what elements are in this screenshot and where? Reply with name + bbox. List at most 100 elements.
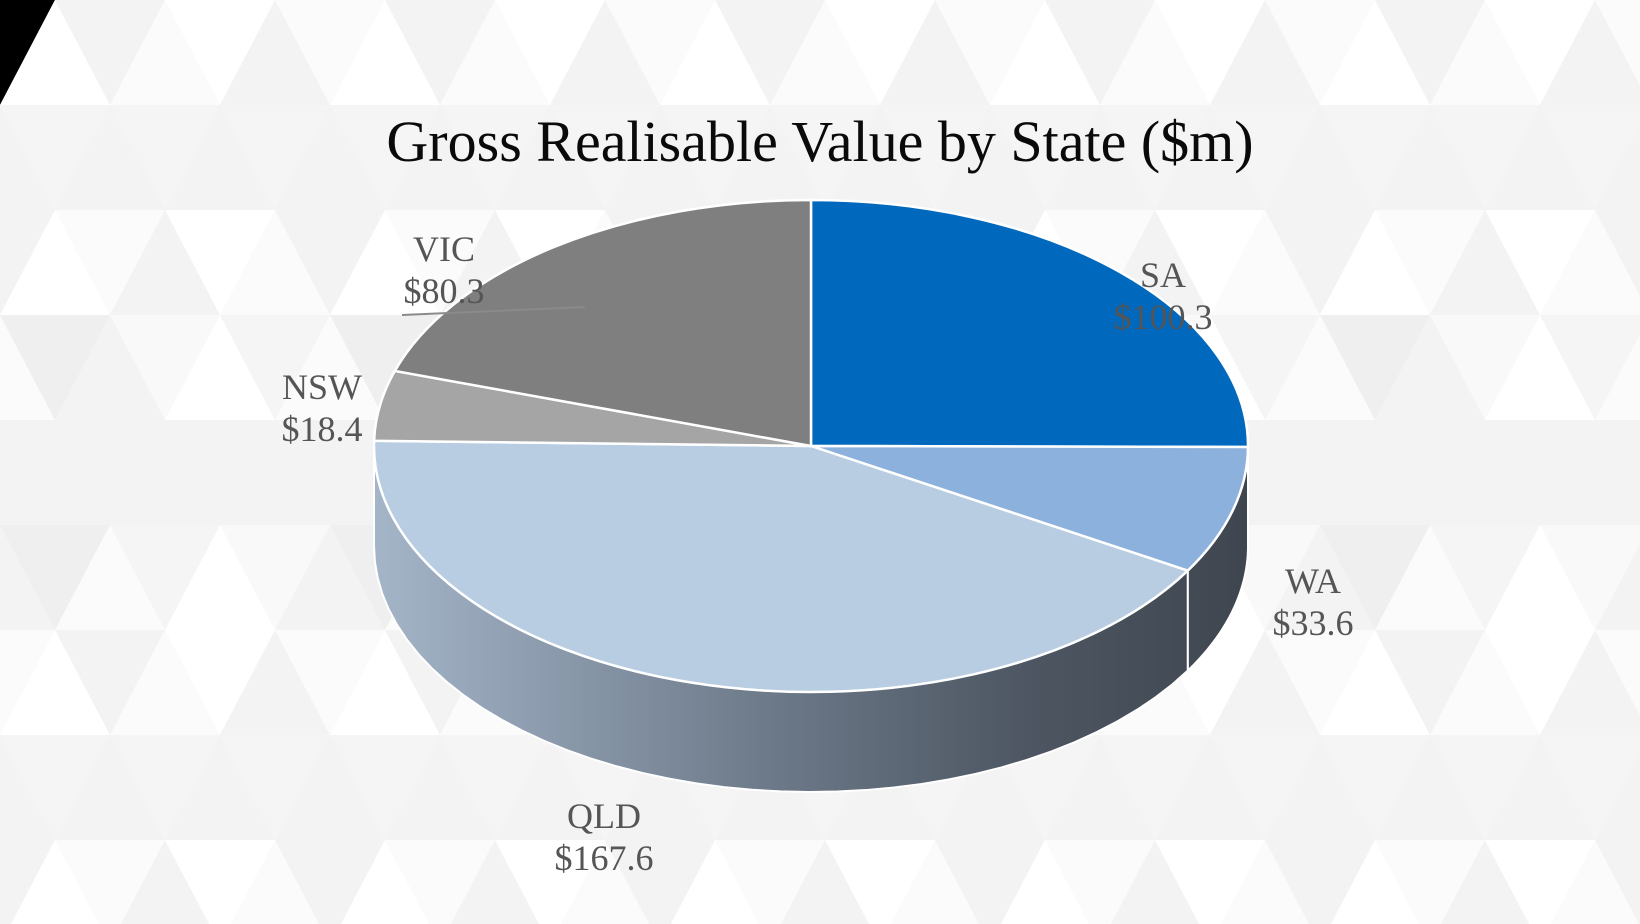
background-triangle — [165, 630, 275, 735]
background-triangle — [781, 840, 869, 924]
background-triangle — [275, 420, 385, 525]
background-triangle — [605, 105, 715, 210]
background-triangle — [1441, 840, 1529, 924]
background-triangle — [440, 0, 550, 105]
background-triangle — [1265, 210, 1375, 315]
slice-label-qld-name: QLD — [567, 796, 641, 836]
background-triangle — [1595, 630, 1640, 716]
background-triangle — [385, 105, 495, 210]
background-triangle — [1265, 420, 1375, 525]
background-triangle — [935, 840, 1045, 924]
background-triangle — [770, 105, 880, 210]
background-triangle — [825, 105, 935, 210]
slice-label-nsw-name: NSW — [282, 367, 362, 407]
background-triangle — [275, 315, 385, 420]
background-triangle — [275, 0, 385, 105]
background-triangle — [110, 315, 220, 420]
background-triangle — [165, 525, 275, 630]
background-triangle — [1045, 105, 1155, 210]
background-triangle — [0, 630, 110, 735]
background-triangle — [1540, 0, 1640, 105]
pie-slice-wa — [809, 444, 1250, 572]
background-triangle — [1265, 735, 1375, 840]
slice-label-wa: WA $33.6 — [1273, 560, 1354, 644]
slice-label-qld-value: $167.6 — [554, 838, 654, 878]
background-triangle — [1001, 840, 1089, 924]
background-triangle — [1265, 0, 1375, 105]
background-triangle — [935, 105, 1045, 210]
background-triangle — [1265, 105, 1375, 210]
background-triangle — [1540, 210, 1640, 315]
background-triangle — [561, 840, 649, 924]
background-triangle — [385, 210, 495, 315]
slice-label-nsw: NSW $18.4 — [282, 366, 363, 450]
background-triangle — [1210, 735, 1320, 840]
vic-leader-line — [401, 306, 586, 316]
background-triangle — [275, 525, 385, 630]
background-triangle — [1595, 334, 1640, 420]
background-triangle — [990, 105, 1100, 210]
background-triangle — [1210, 630, 1320, 735]
background-triangle — [1595, 754, 1640, 840]
background-triangle — [55, 105, 165, 210]
slice-label-vic: VIC $80.3 — [404, 228, 485, 312]
background-triangle — [385, 0, 495, 105]
background-triangle — [1430, 735, 1540, 840]
background-triangle — [1155, 840, 1265, 924]
background-triangle — [220, 105, 330, 210]
slice-label-sa-name: SA — [1139, 255, 1187, 295]
background-triangle — [220, 420, 330, 525]
pie-slice-vic — [393, 198, 813, 448]
pie-slice-sa — [809, 198, 1250, 449]
background-triangle — [1485, 735, 1595, 840]
slice-label-vic-value: $80.3 — [403, 271, 485, 311]
background-triangle — [1265, 525, 1375, 630]
background-triangle — [110, 105, 220, 210]
background-triangle — [1540, 630, 1640, 735]
background-triangle — [1375, 840, 1485, 924]
background-triangle — [1540, 105, 1640, 210]
background-triangle — [385, 735, 495, 840]
background-triangle — [1375, 315, 1485, 420]
background-triangle — [495, 840, 605, 924]
slice-label-qld: QLD $167.6 — [555, 795, 654, 879]
slice-label-wa-name: WA — [1285, 561, 1341, 601]
background-triangle — [1100, 0, 1210, 105]
background-triangle — [1210, 0, 1320, 105]
background-triangle — [220, 735, 330, 840]
background-triangle — [1485, 0, 1595, 105]
background-triangle — [330, 105, 440, 210]
background-triangle — [275, 735, 385, 840]
background-triangle — [825, 0, 935, 105]
background-triangle — [990, 0, 1100, 105]
background-triangle — [1430, 525, 1540, 630]
background-triangle — [1265, 630, 1375, 735]
background-triangle — [55, 210, 165, 315]
background-triangle — [0, 105, 110, 210]
background-triangle — [1375, 0, 1485, 105]
background-triangle — [121, 840, 209, 924]
background-triangle — [1320, 210, 1430, 315]
background-triangle — [220, 210, 330, 315]
background-triangle — [341, 840, 429, 924]
background-triangle — [165, 210, 275, 315]
background-triangle — [165, 0, 275, 105]
background-triangle — [1155, 0, 1265, 105]
background-triangle — [1221, 840, 1309, 924]
background-triangle — [1100, 105, 1210, 210]
background-triangle — [275, 210, 385, 315]
background-triangle — [110, 630, 220, 735]
background-triangle — [1155, 735, 1265, 840]
background-triangle — [55, 420, 165, 525]
background-triangle — [0, 315, 110, 420]
background-triangle — [715, 105, 825, 210]
background-triangle — [1595, 124, 1640, 210]
background-triangle — [11, 840, 99, 924]
background-triangle — [1100, 735, 1210, 840]
background-triangle — [165, 735, 275, 840]
background-triangle — [1485, 105, 1595, 210]
background-triangle — [55, 735, 165, 840]
background-triangle — [1375, 420, 1485, 525]
background-triangle — [0, 735, 110, 840]
background-triangle — [275, 840, 385, 924]
